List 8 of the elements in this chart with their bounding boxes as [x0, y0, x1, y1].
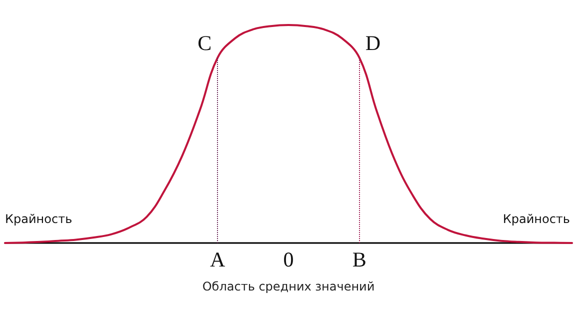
- annotation: C: [198, 31, 212, 56]
- annotation: D: [365, 31, 381, 56]
- annotation: Крайность: [502, 212, 570, 226]
- annotation: Крайность: [5, 212, 72, 226]
- x-tick-label: 0: [283, 248, 294, 272]
- x-axis-title: Область средних значений: [202, 280, 375, 294]
- x-tick-label: A: [210, 248, 226, 272]
- x-tick-label: B: [352, 248, 366, 272]
